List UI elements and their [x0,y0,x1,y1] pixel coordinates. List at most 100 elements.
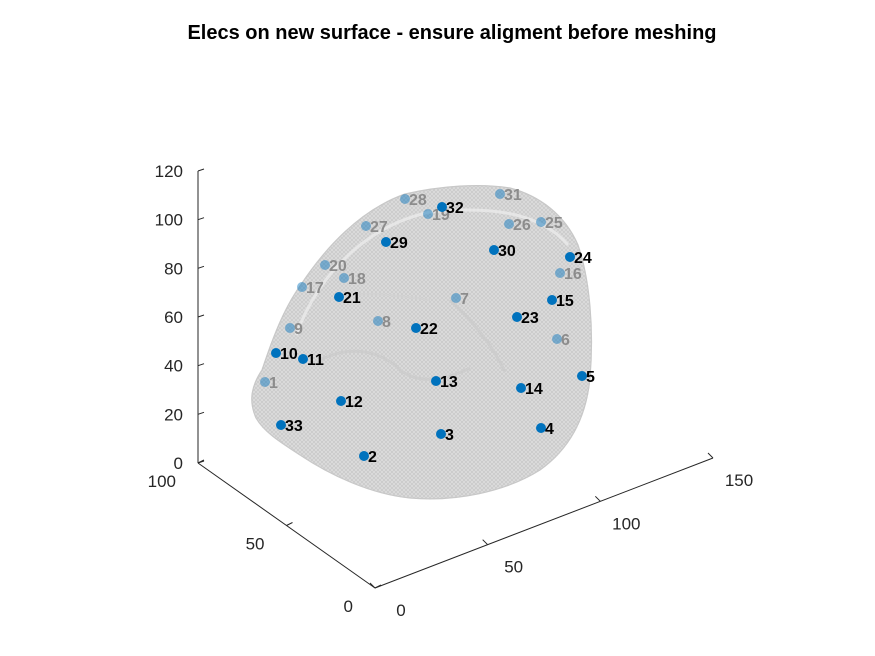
electrode-label: 11 [307,352,324,369]
z-tick [197,265,205,269]
electrode-marker [339,273,349,283]
x-tick-label: 100 [612,514,640,533]
electrode-marker [423,209,433,219]
electrode-marker [431,376,441,386]
electrode-marker [285,323,295,333]
electrode-23: 23 [512,310,539,327]
z-tick-label: 60 [164,308,183,327]
electrode-22: 22 [411,321,438,338]
electrode-18: 18 [339,271,366,288]
electrode-label: 33 [285,418,303,435]
x-tick-label: 0 [396,601,405,620]
x-tick [594,495,601,502]
electrode-marker [536,217,546,227]
electrode-11: 11 [298,352,324,369]
electrode-label: 15 [556,293,574,310]
electrode-label: 30 [498,243,516,260]
electrode-17: 17 [297,280,324,297]
electrode-label: 23 [521,310,539,327]
electrode-31: 31 [495,187,522,204]
electrode-9: 9 [285,321,303,338]
electrode-8: 8 [373,314,391,331]
electrode-marker [436,429,446,439]
y-tick [374,584,382,589]
electrode-marker [516,383,526,393]
z-tick [197,217,205,221]
electrode-label: 32 [446,200,464,217]
electrode-marker [512,312,522,322]
electrode-28: 28 [400,192,427,209]
y-tick [197,459,205,464]
electrode-13: 13 [431,374,458,391]
z-tick-label: 80 [164,259,183,278]
electrode-label: 3 [445,427,454,444]
electrode-3: 3 [436,427,454,444]
electrode-21: 21 [334,290,361,307]
chart-title: Elecs on new surface - ensure aligment b… [187,22,716,44]
electrode-5: 5 [577,369,595,386]
z-tick-label: 0 [174,454,183,473]
y-tick-label: 50 [246,535,265,554]
electrode-marker [320,260,330,270]
electrode-marker [552,334,562,344]
z-tick [197,314,205,318]
z-tick-label: 20 [164,405,183,424]
electrode-marker [276,420,286,430]
electrode-label: 13 [440,374,458,391]
x-tick [707,452,714,459]
electrode-marker [381,237,391,247]
electrode-29: 29 [381,235,408,252]
electrode-label: 18 [348,271,366,288]
z-tick-label: 100 [155,211,183,230]
electrode-label: 12 [345,394,363,411]
x-tick [369,582,376,589]
electrode-label: 4 [545,421,554,438]
x-tick-label: 50 [504,558,523,577]
electrode-label: 7 [460,291,469,308]
electrode-marker [359,451,369,461]
z-tick-label: 120 [155,162,183,181]
electrode-marker [536,423,546,433]
electrode-label: 9 [294,321,303,338]
electrode-label: 8 [382,314,391,331]
electrode-label: 19 [432,207,450,224]
electrode-label: 16 [564,266,582,283]
electrode-marker [260,377,270,387]
x-tick [482,539,489,546]
electrode-14: 14 [516,381,543,398]
head-outline [251,184,593,500]
electrode-marker [489,245,499,255]
electrode-15: 15 [547,293,574,310]
electrode-marker [336,396,346,406]
electrode-25: 25 [536,215,563,232]
electrode-label: 20 [329,258,347,275]
y-tick [286,522,293,526]
inner-boundary [294,208,570,336]
z-tick [197,363,205,367]
x-tick-label: 150 [725,471,753,490]
electrode-19: 19 [423,207,450,224]
electrode-label: 29 [390,235,408,252]
electrode-label: 31 [504,187,522,204]
electrode-marker [495,189,505,199]
electrode-marker [373,316,383,326]
axis-ticks [197,168,714,589]
electrode-marker [437,202,447,212]
electrode-label: 14 [525,381,543,398]
electrode-marker [555,268,565,278]
electrode-label: 10 [280,346,298,363]
y-tick-label: 100 [148,472,176,491]
electrode-label: 17 [306,280,324,297]
z-tick [197,168,205,172]
y-tick-label: 0 [344,597,353,616]
electrode-27: 27 [361,219,388,236]
electrode-label: 22 [420,321,438,338]
electrode-2: 2 [359,449,377,466]
electrode-marker [400,194,410,204]
z-tick [197,411,205,415]
electrode-label: 25 [545,215,563,232]
electrode-label: 24 [574,250,592,267]
electrode-33: 33 [276,418,303,435]
